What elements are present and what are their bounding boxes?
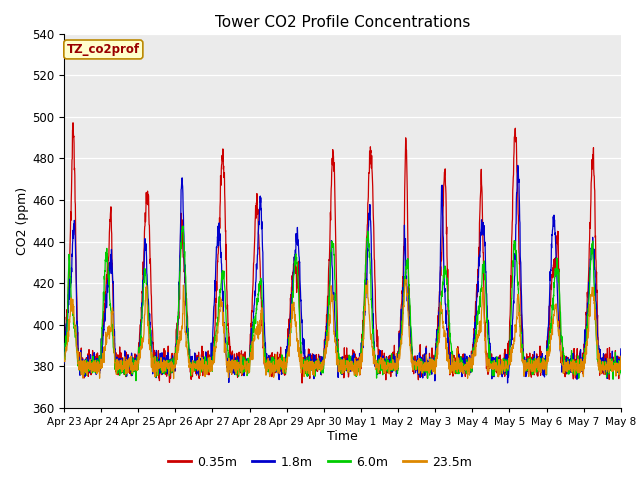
- 23.5m: [216, 313, 223, 319]
- Line: 23.5m: 23.5m: [64, 278, 621, 379]
- 1.8m: [584, 300, 591, 306]
- 6.0m: [60, 354, 68, 360]
- 23.5m: [60, 367, 68, 372]
- 0.35m: [584, 231, 591, 237]
- 6.0m: [371, 317, 379, 323]
- 23.5m: [358, 352, 366, 358]
- 0.35m: [371, 356, 379, 362]
- 1.8m: [216, 182, 223, 188]
- 23.5m: [617, 361, 625, 367]
- 0.35m: [163, 380, 170, 386]
- X-axis label: Time: Time: [327, 430, 358, 443]
- 6.0m: [584, 326, 591, 332]
- 1.8m: [371, 344, 379, 350]
- 23.5m: [505, 358, 513, 363]
- Line: 6.0m: 6.0m: [64, 235, 621, 380]
- 6.0m: [359, 346, 367, 352]
- 1.8m: [364, 164, 371, 169]
- 6.0m: [568, 364, 576, 370]
- 6.0m: [442, 232, 449, 238]
- 0.35m: [60, 352, 68, 358]
- 6.0m: [216, 292, 223, 298]
- Legend: 0.35m, 1.8m, 6.0m, 23.5m: 0.35m, 1.8m, 6.0m, 23.5m: [163, 451, 477, 474]
- Y-axis label: CO2 (ppm): CO2 (ppm): [16, 187, 29, 255]
- 0.35m: [505, 367, 513, 373]
- 23.5m: [477, 275, 484, 281]
- 0.35m: [568, 369, 576, 374]
- 0.35m: [216, 214, 223, 220]
- 6.0m: [281, 377, 289, 383]
- 1.8m: [505, 360, 513, 366]
- 23.5m: [371, 363, 378, 369]
- 0.35m: [617, 352, 625, 358]
- 0.35m: [68, 101, 76, 107]
- Line: 0.35m: 0.35m: [64, 104, 621, 383]
- 6.0m: [505, 364, 513, 370]
- 23.5m: [568, 364, 576, 370]
- 1.8m: [617, 350, 625, 356]
- 1.8m: [568, 365, 576, 371]
- 6.0m: [617, 352, 625, 358]
- 0.35m: [359, 334, 367, 340]
- Text: TZ_co2prof: TZ_co2prof: [67, 43, 140, 56]
- Line: 1.8m: 1.8m: [64, 167, 621, 383]
- 23.5m: [451, 376, 458, 382]
- 1.8m: [124, 380, 131, 386]
- 1.8m: [359, 286, 367, 291]
- 1.8m: [60, 353, 68, 359]
- Title: Tower CO2 Profile Concentrations: Tower CO2 Profile Concentrations: [214, 15, 470, 30]
- 23.5m: [584, 338, 591, 344]
